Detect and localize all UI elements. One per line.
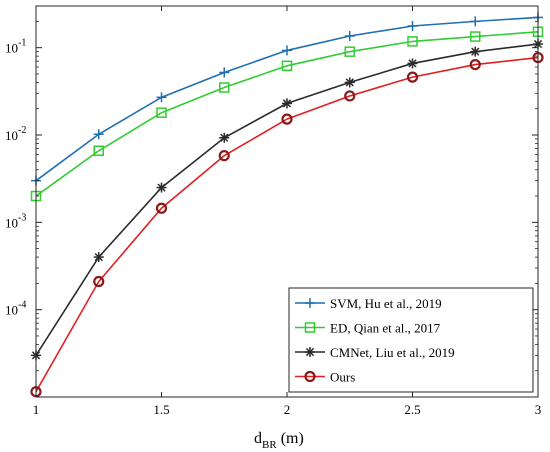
x-axis-label: dBR (m)	[254, 430, 304, 451]
series-3-point-4	[219, 132, 230, 143]
series-4-point-2	[93, 275, 105, 288]
series-1-point-6	[344, 31, 355, 42]
series-3-point-5	[282, 98, 292, 109]
series-4-point-5	[281, 113, 293, 125]
y-tick-label-2: 10-2	[5, 125, 26, 143]
legend-label-3: CMNet, Liu et al., 2019	[330, 345, 455, 360]
series-4-point-4	[218, 150, 230, 162]
legend-item-1: SVM, Hu et al., 2019	[295, 296, 442, 311]
series-3-point-7	[407, 58, 418, 69]
series-4-point-3	[155, 202, 168, 214]
x-tick-label-4: 2.5	[404, 402, 420, 417]
series-4-line	[35, 56, 539, 393]
series-2-point-8-box	[470, 31, 481, 42]
x-tick-label-1: 1	[33, 402, 40, 417]
series-2-point-6	[344, 46, 355, 57]
series-2-point-7	[407, 36, 418, 47]
series-2-point-8	[470, 31, 481, 42]
tick-layer: 1 1.5 2 2.5 3 10-1 10-2 10-3 10-4	[5, 6, 541, 417]
legend-swatch-marker-3-d2	[305, 347, 315, 357]
series-3-point-6	[344, 77, 355, 88]
legend-label-2: ED, Qian et al., 2017	[330, 321, 441, 336]
series-1-point-8	[470, 16, 481, 27]
series-4-point-2-ring	[93, 275, 105, 288]
series-2-point-7-box	[407, 36, 418, 47]
x-tick-label-3: 2	[284, 402, 291, 417]
legend-item-2: ED, Qian et al., 2017	[295, 321, 441, 336]
series-1-point-2	[93, 129, 104, 140]
series-4-point-8-ring	[469, 58, 481, 71]
series-1-point-7	[407, 21, 418, 32]
y-tick-label-1: 10-1	[5, 38, 26, 56]
series-3-point-3-d2	[157, 183, 166, 192]
legend-swatch-marker-4	[304, 370, 316, 383]
series-2-point-4-box	[219, 82, 230, 93]
series-4-point-7	[406, 71, 419, 83]
series-1-point-3	[156, 92, 167, 103]
series-layer	[30, 12, 544, 398]
x-tick-label-2: 1.5	[153, 402, 169, 417]
series-3-point-3	[156, 182, 167, 193]
series-2-point-3-box	[156, 107, 167, 118]
legend: SVM, Hu et al., 2019 ED, Qian et al., 201…	[288, 287, 534, 393]
series-4-point-5-ring	[281, 113, 293, 125]
series-3-point-8-d2	[471, 47, 480, 56]
series-2-point-2	[93, 145, 104, 157]
legend-box	[288, 287, 534, 393]
series-3-point-2-d2	[94, 252, 103, 262]
legend-swatch-marker-2	[304, 322, 316, 333]
series-4-point-4-ring	[218, 150, 230, 162]
series-3-point-5-d2	[282, 99, 292, 108]
series-3-point-4-d2	[220, 133, 229, 142]
series-2-point-5	[281, 60, 293, 72]
legend-swatch-marker-2-box	[304, 322, 316, 333]
legend-swatch-marker-1	[305, 298, 315, 308]
series-3-point-6-d2	[345, 78, 354, 87]
series-2-line	[35, 30, 539, 197]
series-1-point-5	[282, 45, 292, 56]
series-2-point-5-box	[281, 60, 293, 72]
series-4-point-3-ring	[155, 202, 168, 214]
legend-label-4: Ours	[330, 370, 355, 385]
series-4-point-6	[344, 90, 356, 102]
y-tick-label-4: 10-4	[5, 300, 26, 318]
series-4-point-7-ring	[406, 71, 419, 83]
legend-item-3: CMNet, Liu et al., 2019	[295, 345, 455, 360]
legend-label-1: SVM, Hu et al., 2019	[330, 296, 442, 311]
series-2	[30, 26, 544, 202]
series-3-point-7-d2	[408, 59, 417, 68]
series-4-point-8	[469, 58, 481, 71]
legend-item-4: Ours	[295, 370, 355, 385]
series-1-point-4	[219, 67, 230, 78]
legend-swatch-marker-4-ring	[304, 370, 316, 383]
series-3-point-8	[470, 46, 481, 57]
legend-swatch-marker-3	[305, 347, 315, 357]
series-4	[30, 51, 544, 398]
series-4-point-6-ring	[344, 90, 356, 102]
series-2-point-3	[156, 107, 167, 118]
x-tick-label-5: 3	[535, 402, 542, 417]
series-2-point-2-box	[93, 145, 104, 157]
series-2-point-4	[219, 82, 230, 93]
series-3-point-2	[93, 252, 104, 263]
y-tick-label-3: 10-3	[5, 212, 26, 230]
series-2-point-6-box	[344, 46, 355, 57]
